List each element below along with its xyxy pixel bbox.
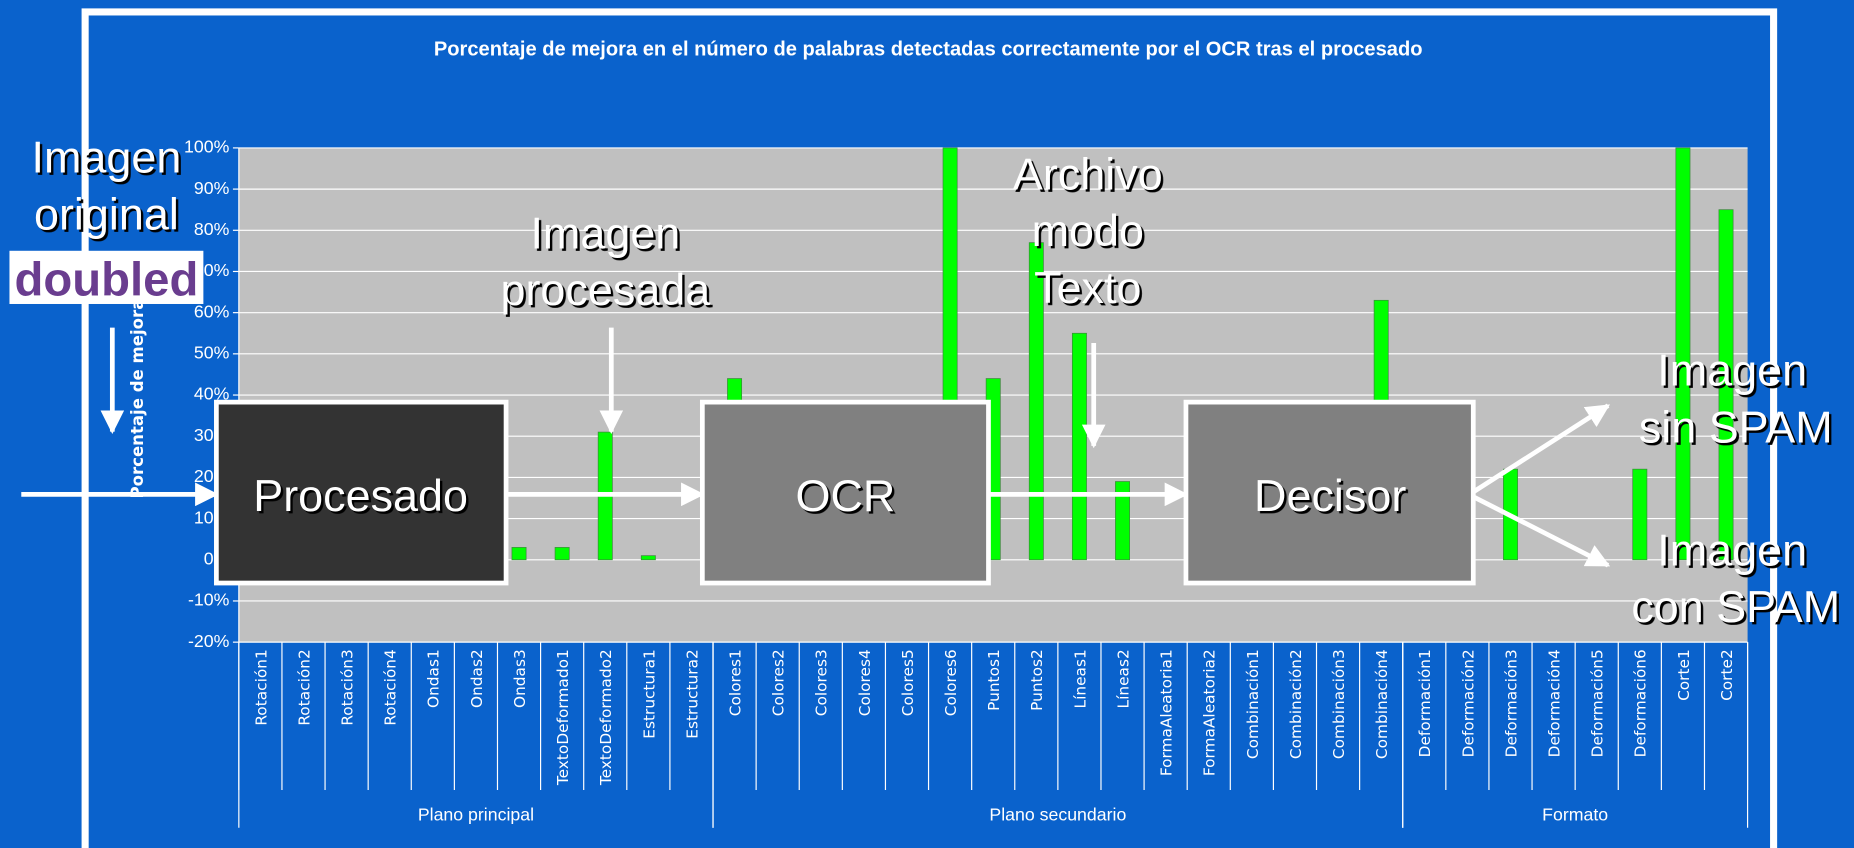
x-tick-label: Corte1 (1675, 649, 1693, 701)
annotation: Imagen (1657, 345, 1807, 396)
x-tick-label: Ondas3 (511, 649, 529, 708)
x-tick-label: Combinación4 (1373, 649, 1391, 759)
slide: Porcentaje de mejora en el número de pal… (0, 0, 1854, 848)
sample-text: doubled (14, 254, 198, 307)
x-tick-label: Deformación3 (1502, 649, 1520, 757)
y-tick-label: 90% (194, 178, 230, 198)
annotation: procesada (500, 264, 710, 315)
annotation: Texto (1034, 262, 1141, 313)
x-tick-label: Deformación1 (1416, 649, 1434, 757)
chart-title: Porcentaje de mejora en el número de pal… (260, 36, 1596, 64)
x-tick-label: Colores4 (856, 649, 874, 716)
node-label: Decisor (1254, 470, 1406, 521)
x-tick-label: Deformación2 (1459, 649, 1477, 757)
group-label: Plano principal (418, 805, 534, 825)
x-tick-label: Líneas2 (1114, 649, 1132, 708)
x-tick-label: Rotación3 (339, 649, 357, 725)
x-tick-label: Ondas2 (468, 649, 486, 708)
x-tick-label: Deformación6 (1632, 649, 1650, 757)
x-tick-label: Ondas1 (425, 649, 443, 708)
annotation: Imagen (31, 132, 181, 183)
annotation: sin SPAM (1639, 401, 1833, 452)
x-tick-label: Colores5 (899, 649, 917, 716)
bar (641, 556, 655, 560)
x-tick-label: Rotación2 (295, 649, 313, 725)
x-tick-label: Deformación5 (1589, 649, 1607, 757)
x-tick-label: Rotación4 (382, 649, 400, 725)
x-tick-label: TextoDeformado2 (597, 649, 615, 786)
x-tick-label: Combinación3 (1330, 649, 1348, 759)
x-tick-label: Rotación1 (252, 649, 270, 725)
x-tick-label: Colores1 (726, 649, 744, 716)
node-label: Procesado (253, 470, 468, 521)
x-tick-label: FormaAleatoria2 (1201, 649, 1219, 776)
y-tick-label: -10% (188, 590, 230, 610)
group-label: Plano secundario (989, 805, 1126, 825)
x-tick-label: Deformación4 (1546, 649, 1564, 757)
bar (1633, 469, 1647, 560)
annotation: con SPAM (1631, 581, 1840, 632)
y-axis-title: Porcentaje de mejora (128, 299, 147, 499)
x-tick-label: Líneas1 (1071, 649, 1089, 708)
x-tick-label: Combinación1 (1244, 649, 1262, 759)
annotation: Archivo (1013, 148, 1163, 199)
node-label: OCR (796, 470, 896, 521)
y-tick-label: 60% (194, 301, 230, 321)
annotation: modo (1032, 205, 1144, 256)
y-tick-label: 80% (194, 219, 230, 239)
x-tick-label: Colores2 (770, 649, 788, 716)
annotation: Imagen (530, 207, 680, 258)
x-tick-label: Estructura1 (640, 649, 658, 738)
title-box: Porcentaje de mejora en el número de pal… (260, 36, 1596, 107)
y-tick-label: 100% (184, 137, 230, 157)
bar (512, 547, 526, 559)
annotation: Imagen (1657, 524, 1807, 575)
x-tick-label: Colores6 (942, 649, 960, 716)
x-tick-label: Puntos1 (985, 649, 1003, 711)
x-tick-label: TextoDeformado1 (554, 649, 572, 786)
bar (1072, 333, 1086, 560)
y-tick-label: -20% (188, 631, 230, 651)
x-tick-label: Combinación2 (1287, 649, 1305, 759)
bar (555, 547, 569, 559)
x-tick-label: Puntos2 (1028, 649, 1046, 711)
group-label: Formato (1542, 805, 1608, 825)
x-tick-label: Corte2 (1718, 649, 1736, 701)
y-tick-label: 50% (194, 343, 230, 363)
x-tick-label: Estructura2 (683, 649, 701, 738)
x-tick-label: FormaAleatoria1 (1158, 649, 1176, 776)
x-tick-label: Colores3 (813, 649, 831, 716)
annotation: original (34, 188, 179, 239)
